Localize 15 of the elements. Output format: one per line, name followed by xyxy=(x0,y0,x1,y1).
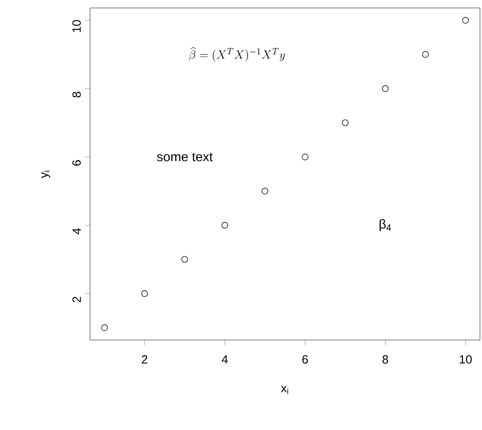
y-tick-label: 4 xyxy=(72,228,81,234)
annotation: $\widehat{\beta} = (X^{T}X)^{-1}X^{T}y$ xyxy=(188,47,286,62)
x-tick-label: 6 xyxy=(302,355,308,364)
annotation: β$_{4}$ xyxy=(380,219,391,232)
x-tick-label: 2 xyxy=(142,355,148,364)
annotation: some text xyxy=(157,152,213,162)
y-tick-label: 8 xyxy=(72,92,81,98)
x-axis-title: x$_{i}$ xyxy=(281,386,288,394)
x-tick-label: 8 xyxy=(382,355,388,364)
y-tick-label: 2 xyxy=(72,296,81,302)
y-tick-label: 10 xyxy=(72,20,81,32)
y-tick-label: 6 xyxy=(72,160,81,166)
x-tick-label: 4 xyxy=(222,355,228,364)
x-tick-label: 10 xyxy=(460,355,472,364)
y-axis-title: y$_{i}$ xyxy=(41,170,50,178)
